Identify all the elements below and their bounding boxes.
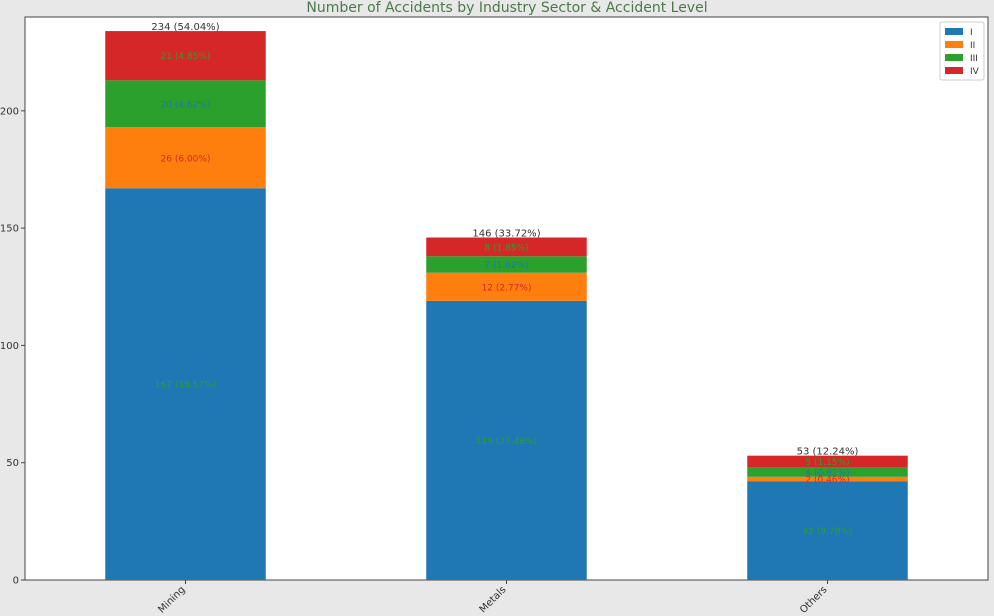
bar-segment-mining-iii [105,80,266,128]
bar-segment-others-i [747,481,908,580]
y-tick-label: 150 [0,224,19,235]
segment-label: 12 (2.77%) [482,283,532,293]
bar-segment-mining-ii [105,127,266,189]
total-label: 146 (33.72%) [472,229,540,240]
legend-label: I [970,28,973,38]
bar-labels-group: 167 (38.57%) 26 (6.00%) 20 (4.62%) 21 (4.85… [151,22,858,537]
bar-segment-others-iv [747,455,908,468]
legend-label: III [970,54,978,64]
segment-label: 21 (4.85%) [161,52,211,62]
bar-segment-mining-i [105,188,266,580]
legend-swatch [945,41,963,48]
bar-segment-metals-i [426,300,587,580]
segment-label: 167 (38.57%) [155,381,216,391]
legend-box [939,21,985,81]
bar-segment-metals-ii [426,272,587,301]
legend-swatch [945,54,963,61]
segment-label: 2 (0.46%) [805,476,849,486]
bar-segment-others-ii [747,476,908,482]
total-label: 234 (54.04%) [151,22,219,33]
legend-swatch [945,28,963,35]
bar-segment-mining-iv [105,31,266,81]
bars-group [105,31,908,580]
segment-label: 8 (1.85%) [484,243,528,253]
legend-label: IV [970,67,980,77]
total-label: 53 (12.24%) [797,447,859,458]
y-tick-label: 0 [13,576,19,587]
segment-label: 5 (1.15%) [805,458,849,468]
segment-label: 42 (9.70%) [803,527,853,537]
segment-label: 20 (4.62%) [161,100,211,110]
segment-label: 119 (27.48%) [476,437,537,447]
chart-title: Number of Accidents by Industry Sector &… [306,0,707,16]
segment-label: 7 (1.62%) [484,261,528,271]
bar-segment-others-iii [747,467,908,477]
legend-label: II [970,41,975,51]
segment-label: 4 (0.92%) [805,469,849,479]
y-tick-label: 100 [0,341,19,352]
bar-segment-metals-iii [426,256,587,273]
y-axis: 0 50 100 150 200 [0,106,25,587]
legend-swatch [945,67,963,74]
bar-segment-metals-iv [426,237,587,257]
segment-label: 26 (6.00%) [161,154,211,164]
y-tick-label: 200 [0,106,19,117]
y-tick-label: 50 [6,458,19,469]
